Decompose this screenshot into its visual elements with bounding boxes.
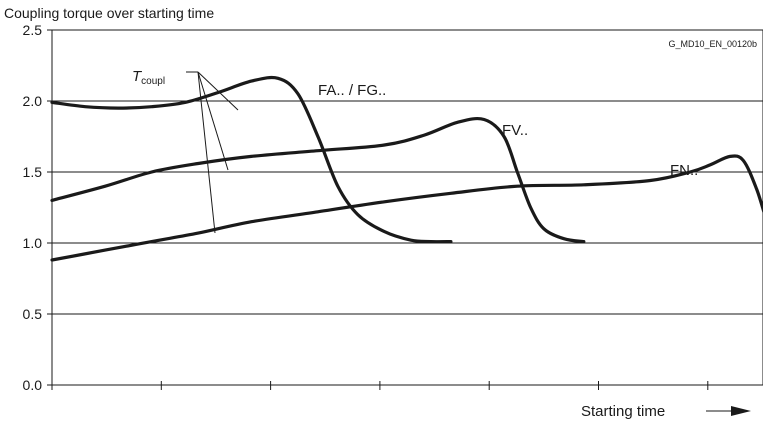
leader-to-fn [197, 71, 216, 234]
leader-to-fv [197, 71, 229, 171]
leader-to-fa-fg [197, 71, 239, 111]
torque-annotation: Tcoupl [132, 68, 239, 234]
x-axis-arrow-head [731, 406, 751, 416]
y-tick-label: 1.0 [23, 235, 43, 251]
x-axis-ticks [51, 381, 709, 390]
x-axis-label: Starting time [581, 403, 665, 420]
series-line-0 [50, 75, 453, 244]
y-tick-label: 2.5 [23, 22, 43, 38]
series-line-2 [50, 154, 763, 262]
series-label-fa-fg: FA.. / FG.. [318, 82, 386, 99]
y-tick-label: 2.0 [23, 93, 43, 109]
x-axis-arrow [706, 406, 751, 416]
series-label-fn: FN.. [670, 162, 698, 179]
torque-symbol-label: Tcoupl [132, 68, 165, 87]
y-tick-label: 0.5 [23, 306, 43, 322]
y-axis-tick-labels: 0.0 0.5 1.0 1.5 2.0 2.5 [23, 22, 43, 393]
torque-symbol: T [132, 68, 143, 85]
grid-lines [47, 29, 763, 386]
torque-subscript: coupl [141, 76, 165, 87]
series-curves [50, 75, 763, 262]
y-tick-label: 0.0 [23, 377, 43, 393]
series-label-fv: FV.. [502, 122, 528, 139]
plot-frame [51, 29, 763, 386]
figure-reference: G_MD10_EN_00120b [668, 39, 757, 49]
chart-title: Coupling torque over starting time [4, 5, 214, 21]
series-line-1 [50, 116, 586, 244]
y-tick-label: 1.5 [23, 164, 43, 180]
